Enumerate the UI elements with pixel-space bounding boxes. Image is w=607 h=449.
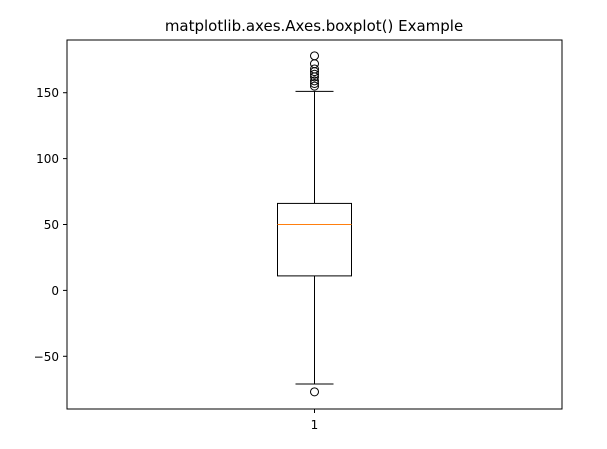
box-iqr	[277, 202, 352, 277]
y-tick-label: 150	[36, 86, 59, 100]
flier-point	[310, 69, 319, 79]
chart-title: matplotlib.axes.Axes.boxplot() Example	[165, 17, 463, 35]
y-tick-label: 50	[44, 218, 59, 232]
y-axis: −50 0 50 100 150	[34, 86, 67, 364]
flier-point	[310, 59, 319, 69]
y-tick-label: 100	[36, 152, 59, 166]
y-tick-label: −50	[34, 350, 59, 364]
flier-point	[310, 81, 319, 91]
boxes-layer	[277, 51, 352, 397]
y-tick-label: 0	[51, 284, 59, 298]
x-axis: 1	[311, 409, 319, 432]
flier-point	[310, 387, 319, 397]
flier-point	[310, 51, 319, 61]
flier-point	[310, 64, 319, 74]
flier-point	[310, 76, 319, 86]
flier-point	[310, 78, 319, 88]
x-tick-label: 1	[311, 418, 319, 432]
